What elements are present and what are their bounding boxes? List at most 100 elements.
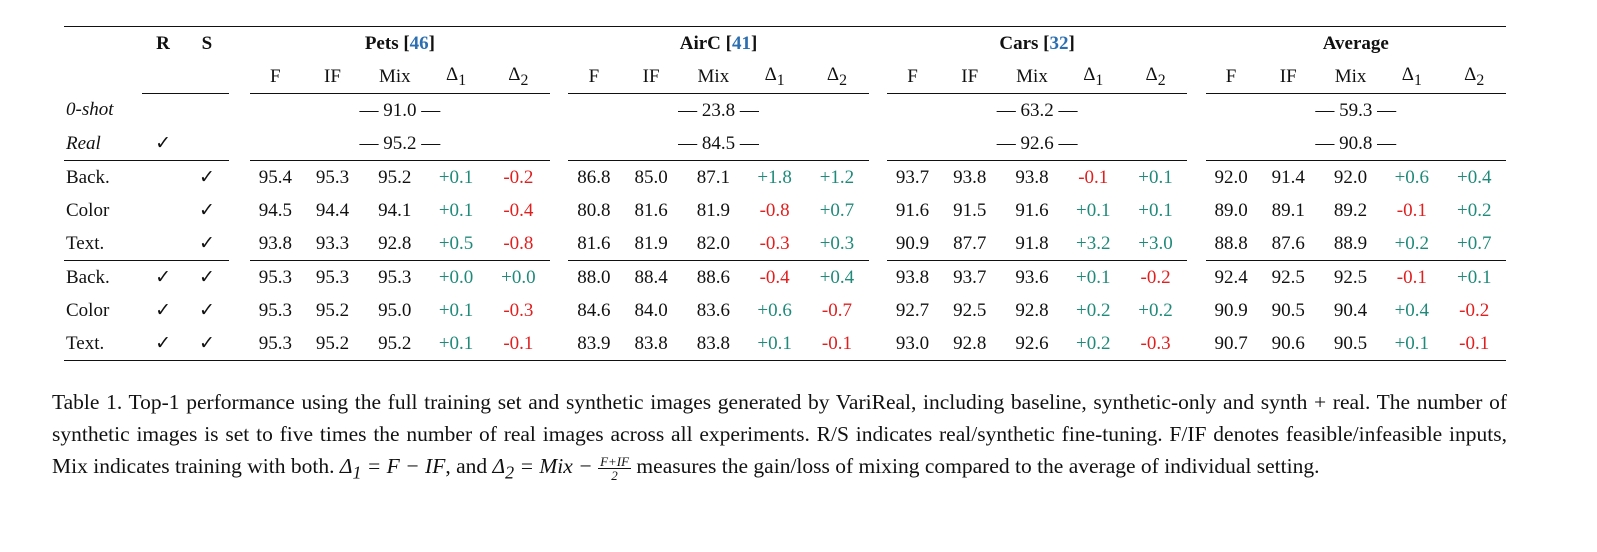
row-label: Text. xyxy=(64,327,142,361)
column-gap xyxy=(550,127,568,161)
delta-value: +0.0 xyxy=(501,266,536,288)
score-value: 95.4 xyxy=(258,166,292,188)
score-value: 91.6 xyxy=(895,199,930,221)
score-value: 80.8 xyxy=(577,199,611,221)
group-name: AirC xyxy=(679,32,721,54)
score-value: 92.8 xyxy=(938,327,1002,361)
delta-value: -0.2 xyxy=(1140,266,1171,288)
delta-index: 1 xyxy=(1413,71,1422,89)
corner-cell xyxy=(64,26,142,60)
score-value: 92.8 xyxy=(364,227,426,261)
score-value: 89.1 xyxy=(1271,199,1305,221)
column-header: Δ2 xyxy=(486,60,551,94)
delta-symbol: Δ xyxy=(508,63,521,85)
delta-index: 1 xyxy=(458,71,467,89)
column-gap xyxy=(550,294,568,327)
score-value: 91.4 xyxy=(1271,166,1305,188)
table-row: Text. ✓ ✓ 95.3 95.2 95.2 +0.1 -0.1 83.9 83.8 83.8 +… xyxy=(64,327,1506,361)
column-gap xyxy=(869,227,887,261)
span-value: — 84.5 — xyxy=(568,127,869,161)
column-header: IF xyxy=(619,60,683,94)
column-gap xyxy=(550,94,568,128)
delta-value: +0.1 xyxy=(438,199,474,221)
column-gap xyxy=(869,261,887,295)
delta-index: 2 xyxy=(839,71,848,89)
column-gap xyxy=(1187,227,1205,261)
delta-value: -0.1 xyxy=(1396,266,1427,288)
column-gap xyxy=(1187,94,1205,128)
score-value: 95.3 xyxy=(249,327,301,361)
s-check: ✓ xyxy=(198,200,215,221)
s-check: ✓ xyxy=(184,227,230,261)
delta-value: -0.7 xyxy=(821,299,852,321)
row-label: Text. xyxy=(64,227,142,261)
group-name: Pets xyxy=(364,32,399,54)
column-header: Mix xyxy=(364,60,426,94)
span-row: 0-shot — 91.0 — — 23.8 — — 63.2 — — 59.3 — xyxy=(64,94,1506,128)
score-value: 95.3 xyxy=(258,266,292,288)
column-header: F xyxy=(1205,60,1257,94)
column-gap xyxy=(1187,261,1205,295)
group-header-average: Average xyxy=(1205,26,1506,60)
column-header: F xyxy=(887,60,939,94)
column-header: Δ2 xyxy=(805,60,869,94)
table-row: Text. ✓ 93.8 93.3 92.8 +0.5 -0.8 81.6 81.9 82.0 -0… xyxy=(64,227,1506,261)
score-value: 83.9 xyxy=(568,327,620,361)
corner-cell xyxy=(64,60,142,94)
score-value: 94.5 xyxy=(258,199,292,221)
delta-value: +0.5 xyxy=(425,227,487,261)
delta-index: 1 xyxy=(1095,71,1104,89)
score-value: 81.6 xyxy=(568,227,620,261)
group-header-airc: AirC [41] xyxy=(568,26,869,60)
delta-value: -0.1 xyxy=(486,327,551,361)
column-header: F xyxy=(568,60,620,94)
score-value: 93.8 xyxy=(249,227,301,261)
column-gap xyxy=(1187,294,1205,327)
score-value: 95.2 xyxy=(364,327,426,361)
delta-value: +0.7 xyxy=(819,199,855,221)
column-gap xyxy=(869,94,887,128)
score-value: 92.4 xyxy=(1214,266,1248,288)
column-header: Δ2 xyxy=(1123,60,1188,94)
score-value: 87.6 xyxy=(1256,227,1320,261)
table-row: Back. ✓ 95.4 95.3 95.2 +0.1 -0.2 86.8 85.0 87.1 +1… xyxy=(64,161,1506,195)
score-value: 92.5 xyxy=(1271,266,1305,288)
spacer-cell xyxy=(229,294,249,327)
score-value: 93.3 xyxy=(300,227,365,261)
caption-join: , and xyxy=(445,454,493,478)
s-header: S xyxy=(184,26,230,60)
column-gap xyxy=(550,26,569,60)
delta-value: -0.8 xyxy=(486,227,551,261)
column-gap xyxy=(550,227,568,261)
delta-value: -0.1 xyxy=(1078,166,1109,188)
delta-index: 2 xyxy=(520,71,529,89)
s-check xyxy=(184,94,229,128)
delta-symbol: Δ xyxy=(764,63,777,85)
score-value: 91.5 xyxy=(953,199,987,221)
column-gap xyxy=(1187,26,1206,60)
column-header: Δ1 xyxy=(1062,60,1124,94)
column-gap xyxy=(550,327,569,361)
s-check: ✓ xyxy=(184,327,230,361)
score-value: 94.4 xyxy=(315,199,350,221)
column-header: IF xyxy=(1256,60,1320,94)
results-table: R S Pets [46] AirC [41] Cars [32] Average F IF M… xyxy=(64,26,1506,361)
score-value: 92.6 xyxy=(1001,327,1063,361)
r-check xyxy=(142,94,185,128)
row-label: Real xyxy=(64,127,142,161)
delta2-formula: Δ2 = Mix − F+IF 2 xyxy=(492,453,632,483)
delta-value: -0.2 xyxy=(1459,299,1490,321)
span-value: — 95.2 — xyxy=(249,127,551,161)
delta-value: +0.0 xyxy=(438,266,474,288)
score-value: 88.8 xyxy=(1205,227,1257,261)
score-value: 94.1 xyxy=(378,199,412,221)
column-header: Δ1 xyxy=(425,60,487,94)
score-value: 88.6 xyxy=(696,266,730,288)
header-row-groups: R S Pets [46] AirC [41] Cars [32] Average xyxy=(64,26,1506,60)
delta-value: -0.3 xyxy=(1123,327,1188,361)
span-value: — 59.3 — xyxy=(1315,99,1397,121)
score-value: 90.5 xyxy=(1271,299,1305,321)
score-value: 90.5 xyxy=(1319,327,1382,361)
score-value: 82.0 xyxy=(682,227,744,261)
score-value: 87.1 xyxy=(696,166,730,188)
